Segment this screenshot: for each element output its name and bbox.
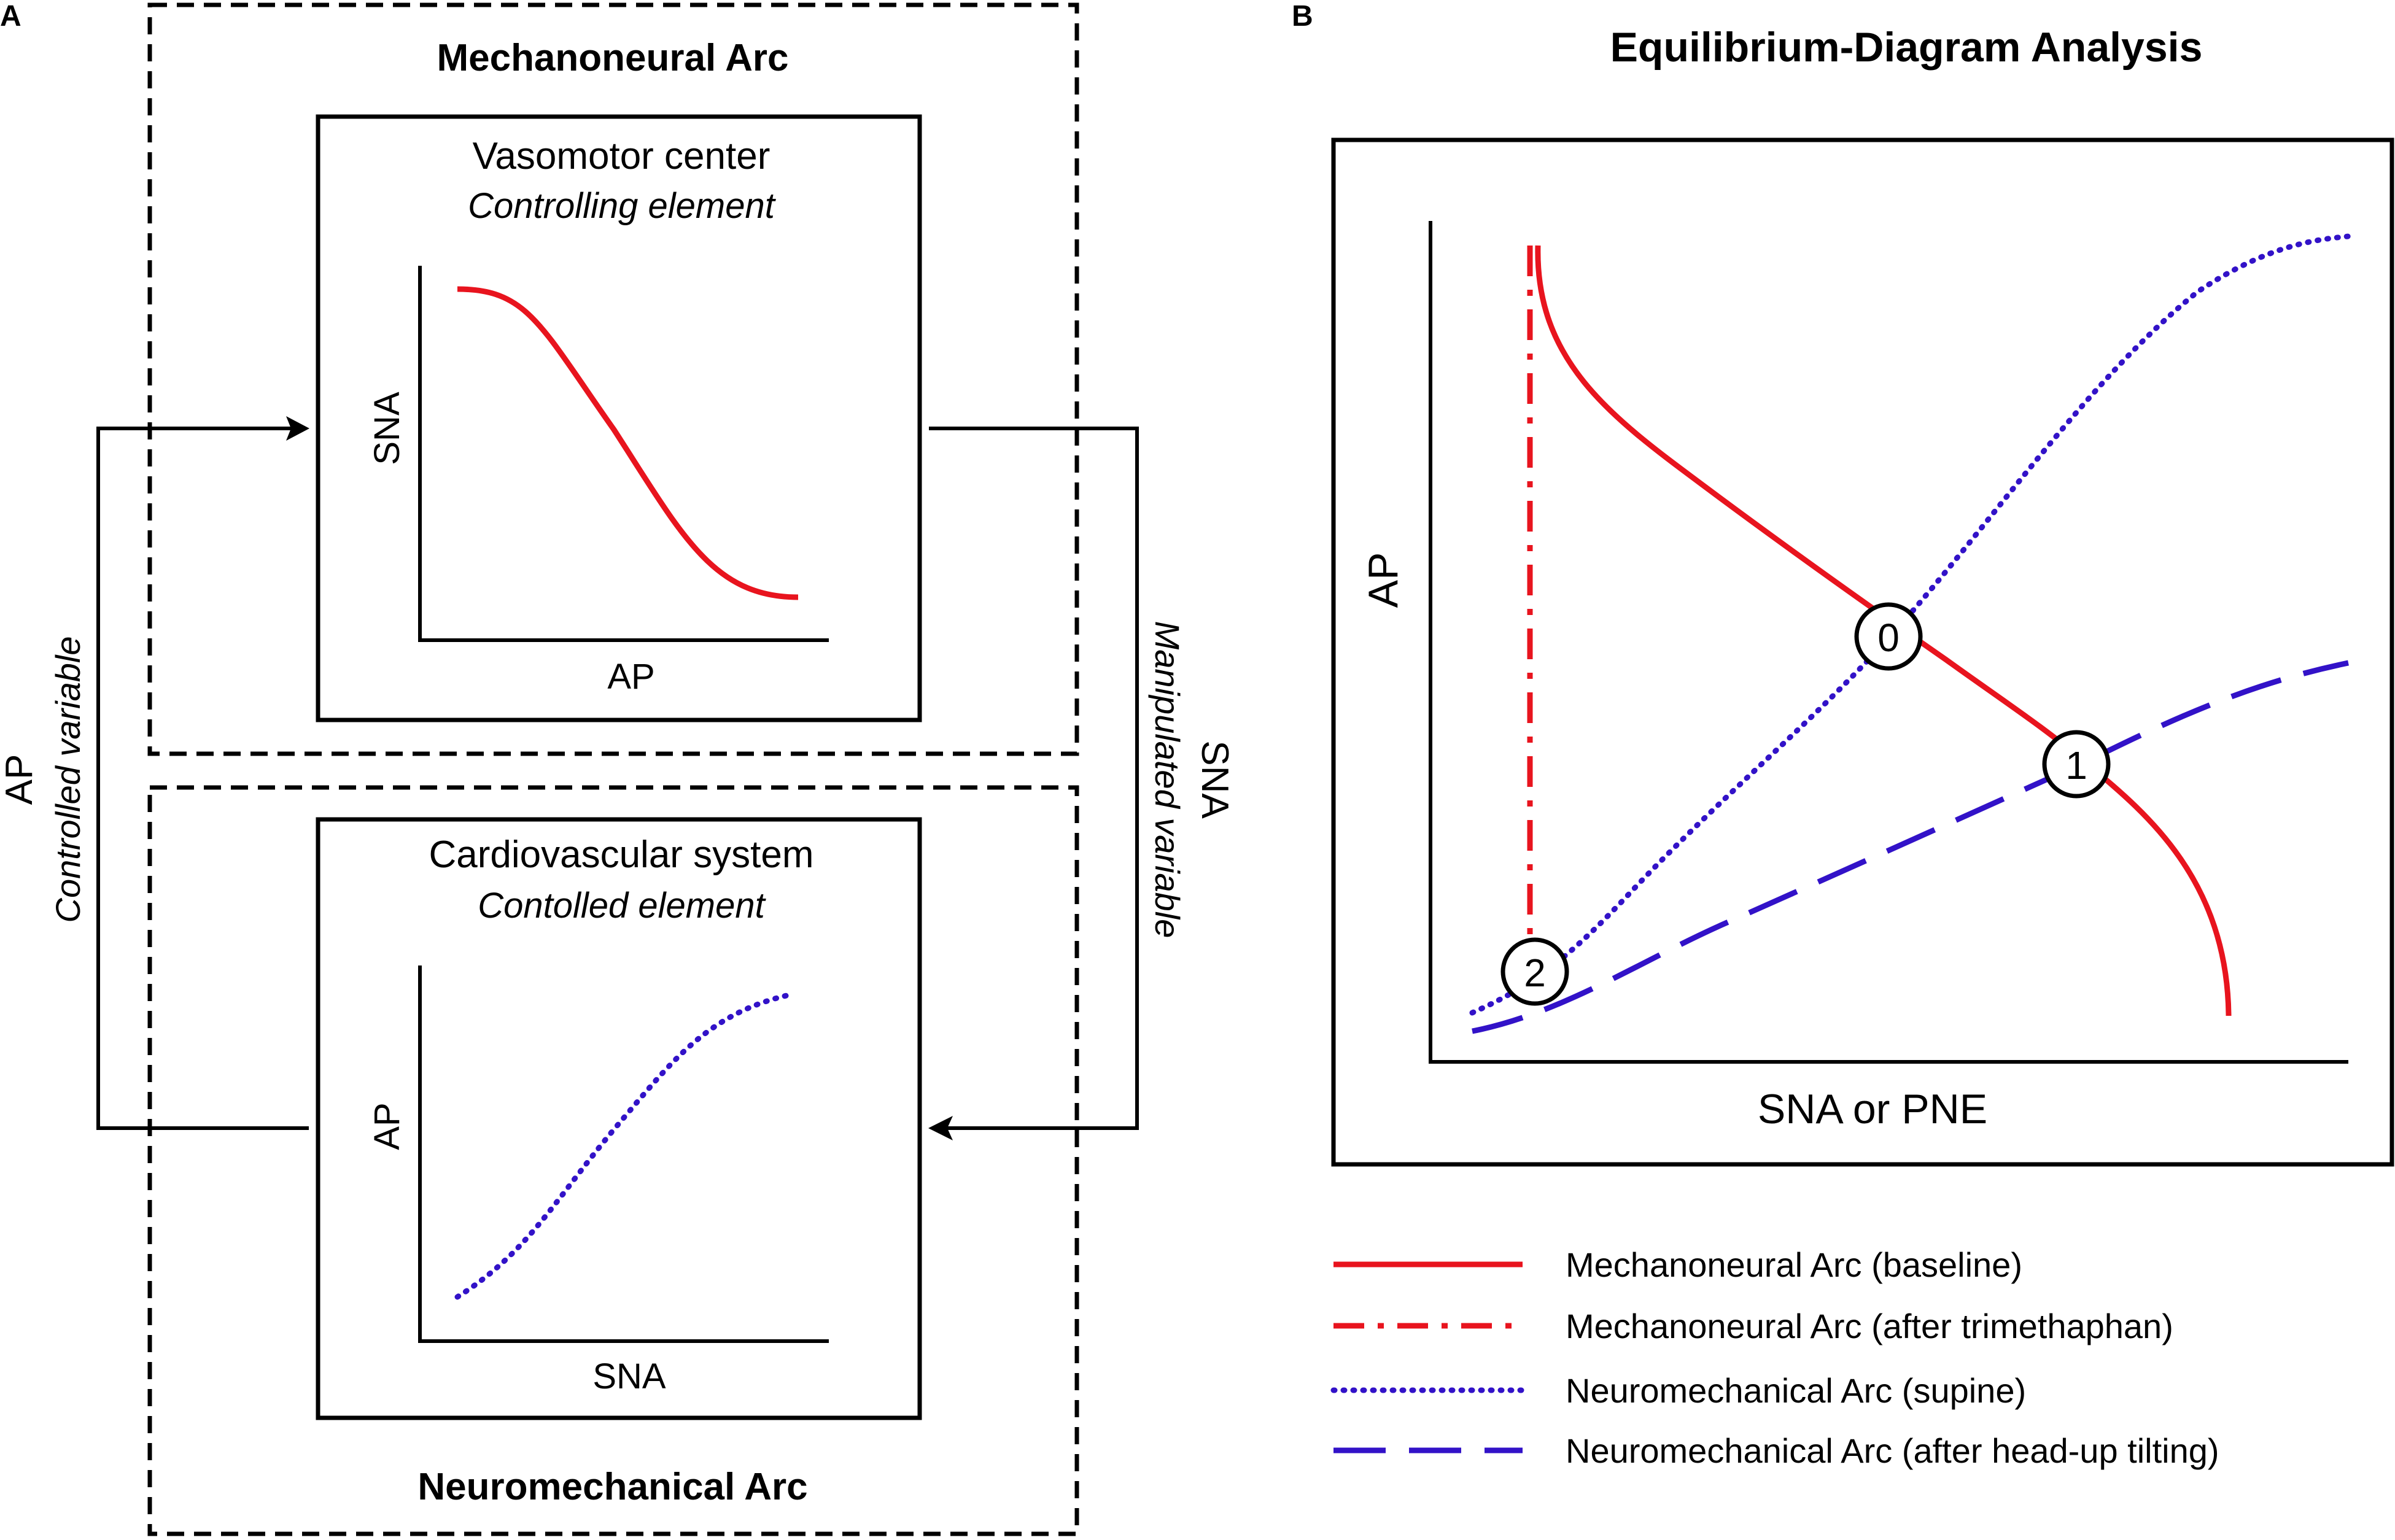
equilibrium-title: Equilibrium-Diagram Analysis — [1610, 24, 2203, 71]
cardiovascular-system-title: Cardiovascular system — [429, 834, 813, 876]
controller-y-label: SNA — [367, 392, 407, 465]
mechanoneural-arc-title: Mechanoneural Arc — [437, 37, 788, 79]
controller-axes — [418, 266, 829, 642]
controller-sigmoid-curve — [457, 286, 799, 600]
vasomotor-center-box — [316, 114, 922, 722]
legend-label-baseline: Mechanoneural Arc (baseline) — [1566, 1245, 2022, 1284]
controlled-y-label: AP — [367, 1102, 407, 1150]
curve-neuromechanical-tilt — [1472, 660, 2349, 1034]
panel-b-label: B — [1292, 0, 1313, 33]
svg-text:1: 1 — [2065, 743, 2087, 787]
controlled-x-label: SNA — [592, 1356, 666, 1396]
arrow-into-controller — [286, 416, 309, 441]
curve-mechanoneural-baseline — [1535, 245, 2232, 1016]
controller-x-label: AP — [607, 657, 654, 697]
equilibrium-axes — [1429, 221, 2348, 1064]
equilibrium-y-label: AP — [1360, 552, 1407, 608]
cardiovascular-system-box — [316, 817, 922, 1420]
arrow-into-controlled — [928, 1116, 953, 1140]
svg-text:0: 0 — [1877, 616, 1900, 660]
controlled-sigmoid-curve — [454, 991, 795, 1300]
controlled-variable-label: Controlled variable — [49, 637, 87, 923]
mechanoneural-arc-box — [147, 2, 1079, 756]
equilibrium-point-2: 2 — [1500, 937, 1569, 1006]
legend-label-tilt: Neuromechanical Arc (after head-up tilti… — [1566, 1431, 2219, 1470]
equilibrium-frame — [1331, 137, 2394, 1167]
equilibrium-point-0: 0 — [1854, 602, 1923, 671]
controlled-axes — [418, 965, 829, 1343]
feedback-line-left — [96, 427, 309, 1130]
legend-label-trimethaphan: Mechanoneural Arc (after trimethaphan) — [1566, 1307, 2173, 1345]
svg-text:2: 2 — [1524, 951, 1546, 995]
equilibrium-point-1: 1 — [2042, 730, 2111, 799]
sna-variable-label: SNA — [1194, 740, 1236, 819]
ap-variable-label: AP — [0, 754, 41, 805]
neuromechanical-arc-title: Neuromechanical Arc — [417, 1466, 807, 1508]
controlled-element-subtitle: Contolled element — [478, 886, 766, 926]
legend: Mechanoneural Arc (baseline) Mechanoneur… — [1330, 1245, 2219, 1470]
manipulated-variable-label: Manipulated variable — [1148, 621, 1187, 938]
controlling-element-subtitle: Controlling element — [468, 186, 777, 226]
panel-a-label: A — [0, 0, 21, 33]
legend-label-supine: Neuromechanical Arc (supine) — [1566, 1371, 2026, 1410]
neuromechanical-arc-box — [147, 785, 1079, 1536]
vasomotor-center-title: Vasomotor center — [473, 135, 771, 177]
equilibrium-x-label: SNA or PNE — [1758, 1086, 1987, 1132]
feedback-line-right — [929, 427, 1139, 1130]
